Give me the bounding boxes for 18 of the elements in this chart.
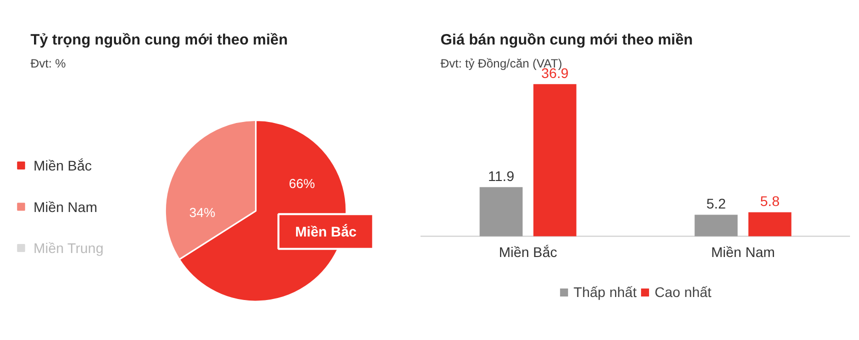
data-label: 11.9: [488, 168, 514, 184]
bar: [748, 212, 792, 236]
bar: [480, 187, 523, 236]
legend-label: Miền Trung: [33, 240, 104, 256]
bar: [533, 84, 576, 236]
legend-label: Miền Nam: [33, 198, 98, 215]
bar: [694, 214, 738, 236]
data-label: 5.8: [760, 193, 780, 210]
chart-subtitle: Đvt: %: [30, 56, 66, 70]
chart-title: Tỷ trọng nguồn cung mới theo miền: [30, 32, 288, 48]
legend-label: Cao nhất: [654, 284, 712, 300]
chart-title: Giá bán nguồn cung mới theo miền: [440, 32, 693, 48]
text: Miền Bắc: [295, 224, 357, 240]
data-label: 66%: [288, 176, 316, 192]
data-label: 5.2: [706, 196, 726, 212]
data-label: 34%: [189, 205, 216, 220]
legend-label: Miền Bắc: [33, 158, 92, 174]
legend-label: Thấp nhất: [574, 284, 637, 300]
